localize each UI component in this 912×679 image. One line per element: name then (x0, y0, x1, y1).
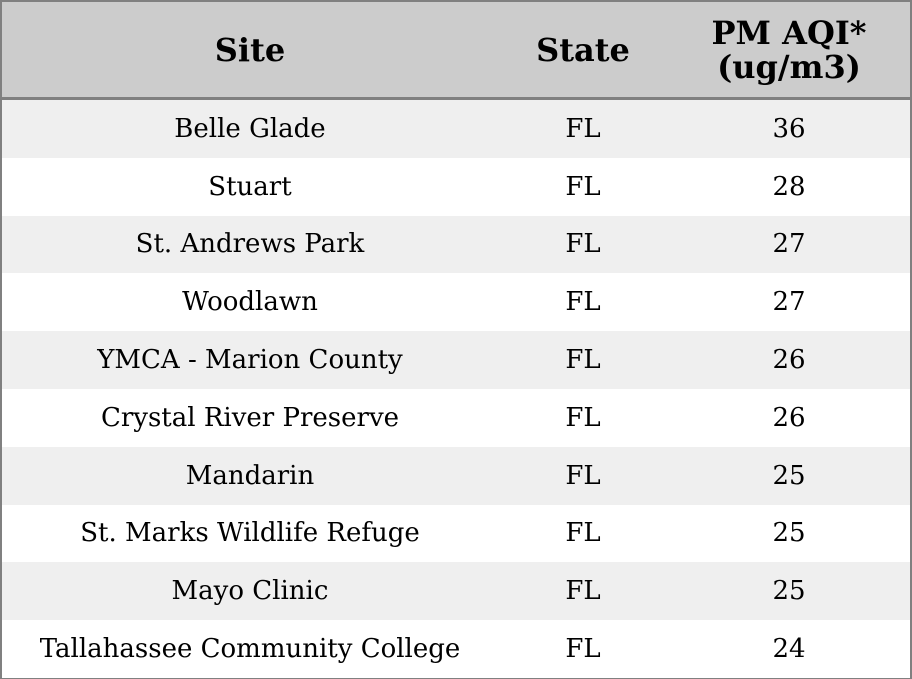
state-cell: FL (565, 576, 601, 607)
table-row: Crystal River Preserve FL 26 (2, 388, 910, 447)
state-cell: FL (565, 402, 601, 433)
header-site: Site (2, 2, 498, 97)
state-cell: FL (565, 171, 601, 202)
pm-aqi-cell: 36 (772, 113, 806, 144)
pm-aqi-cell: 24 (772, 634, 806, 665)
state-cell: FL (565, 287, 601, 318)
site-cell: YMCA - Marion County (97, 345, 403, 376)
state-cell: FL (565, 113, 601, 144)
header-pm-aqi: PM AQI* (ug/m3) (668, 2, 910, 97)
header-state-label: State (536, 30, 630, 69)
site-cell: Belle Glade (174, 113, 326, 144)
site-cell: St. Andrews Park (135, 229, 365, 260)
table-body: Belle Glade FL 36 Stuart FL 28 St. Andrews Par… (2, 100, 910, 678)
pm-aqi-cell: 27 (772, 229, 806, 260)
table-row: Mandarin FL 25 (2, 446, 910, 505)
state-cell: FL (565, 518, 601, 549)
table-row: Belle Glade FL 36 (2, 100, 910, 158)
pm-aqi-cell: 26 (772, 345, 806, 376)
pm-aqi-cell: 25 (772, 460, 806, 491)
pm-aqi-cell: 26 (772, 402, 806, 433)
table-row: Mayo Clinic FL 25 (2, 562, 910, 621)
pm-aqi-cell: 25 (772, 576, 806, 607)
site-cell: Mayo Clinic (171, 576, 329, 607)
pm-aqi-cell: 27 (772, 287, 806, 318)
state-cell: FL (565, 634, 601, 665)
table-row: St. Andrews Park FL 27 (2, 215, 910, 274)
header-state: State (498, 2, 668, 97)
pm-aqi-cell: 28 (772, 171, 806, 202)
table-header: Site State PM AQI* (ug/m3) (2, 2, 910, 100)
site-cell: Tallahassee Community College (39, 634, 461, 665)
table-row: Woodlawn FL 27 (2, 273, 910, 332)
table-row: YMCA - Marion County FL 26 (2, 331, 910, 389)
header-site-label: Site (214, 30, 286, 69)
site-cell: St. Marks Wildlife Refuge (80, 518, 420, 549)
pm-aqi-cell: 25 (772, 518, 806, 549)
site-cell: Woodlawn (182, 287, 318, 318)
header-pm-aqi-label: PM AQI* (ug/m3) (711, 13, 867, 86)
site-cell: Crystal River Preserve (100, 402, 400, 433)
table-row: Stuart FL 28 (2, 157, 910, 216)
state-cell: FL (565, 460, 601, 491)
site-cell: Stuart (208, 171, 292, 202)
site-cell: Mandarin (185, 460, 315, 491)
table-row: Tallahassee Community College FL 24 (2, 620, 910, 678)
table-row: St. Marks Wildlife Refuge FL 25 (2, 504, 910, 563)
state-cell: FL (565, 345, 601, 376)
state-cell: FL (565, 229, 601, 260)
